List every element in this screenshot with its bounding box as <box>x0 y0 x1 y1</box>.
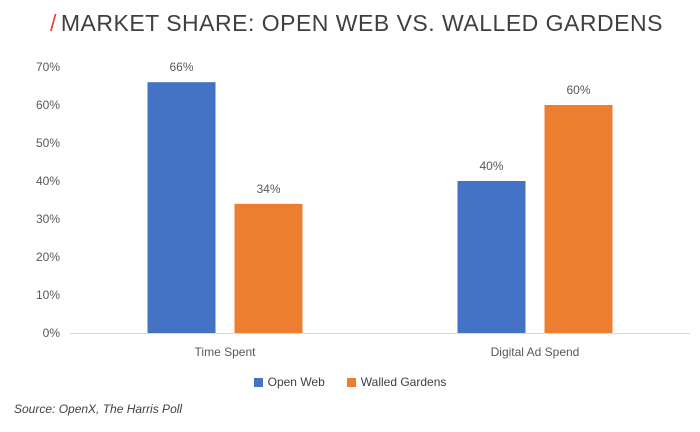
legend-swatch-open-web <box>253 377 263 387</box>
y-tick-label: 50% <box>36 136 60 150</box>
legend-swatch-walled-gardens <box>346 377 356 387</box>
y-tick-label: 40% <box>36 174 60 188</box>
y-tick-label: 20% <box>36 250 60 264</box>
bar-open-web <box>147 82 216 333</box>
legend-label-walled-gardens: Walled Gardens <box>360 375 447 389</box>
title-slash-mark: / <box>50 10 57 36</box>
y-tick-label: 30% <box>36 212 60 226</box>
bar-open-web <box>457 181 526 333</box>
x-tick-label: Digital Ad Spend <box>491 345 580 359</box>
y-tick-label: 60% <box>36 98 60 112</box>
chart-legend: Open Web Walled Gardens <box>0 375 700 389</box>
legend-item-open-web: Open Web <box>253 375 325 389</box>
bar-walled-gardens <box>544 105 613 333</box>
data-label-walled-gardens: 60% <box>566 83 590 97</box>
x-tick-label: Time Spent <box>195 345 257 359</box>
data-label-open-web: 40% <box>479 159 503 173</box>
source-note: Source: OpenX, The Harris Poll <box>14 402 183 416</box>
bar-walled-gardens <box>234 203 303 333</box>
bar-chart: 0% 10% 20% 30% 40% 50% 60% 70% 66% 34% Time Spent 4… <box>36 60 690 359</box>
legend-item-walled-gardens: Walled Gardens <box>346 375 447 389</box>
data-label-walled-gardens: 34% <box>256 182 280 196</box>
chart-title: / MARKET SHARE: OPEN WEB VS. WALLED GARDE… <box>50 10 663 37</box>
y-tick-label: 10% <box>36 288 60 302</box>
data-label-open-web: 66% <box>169 60 193 74</box>
chart-title-text: MARKET SHARE: OPEN WEB VS. WALLED GARDEN… <box>60 10 663 36</box>
legend-label-open-web: Open Web <box>267 375 325 389</box>
y-tick-label: 0% <box>43 326 61 340</box>
y-tick-label: 70% <box>36 60 60 74</box>
